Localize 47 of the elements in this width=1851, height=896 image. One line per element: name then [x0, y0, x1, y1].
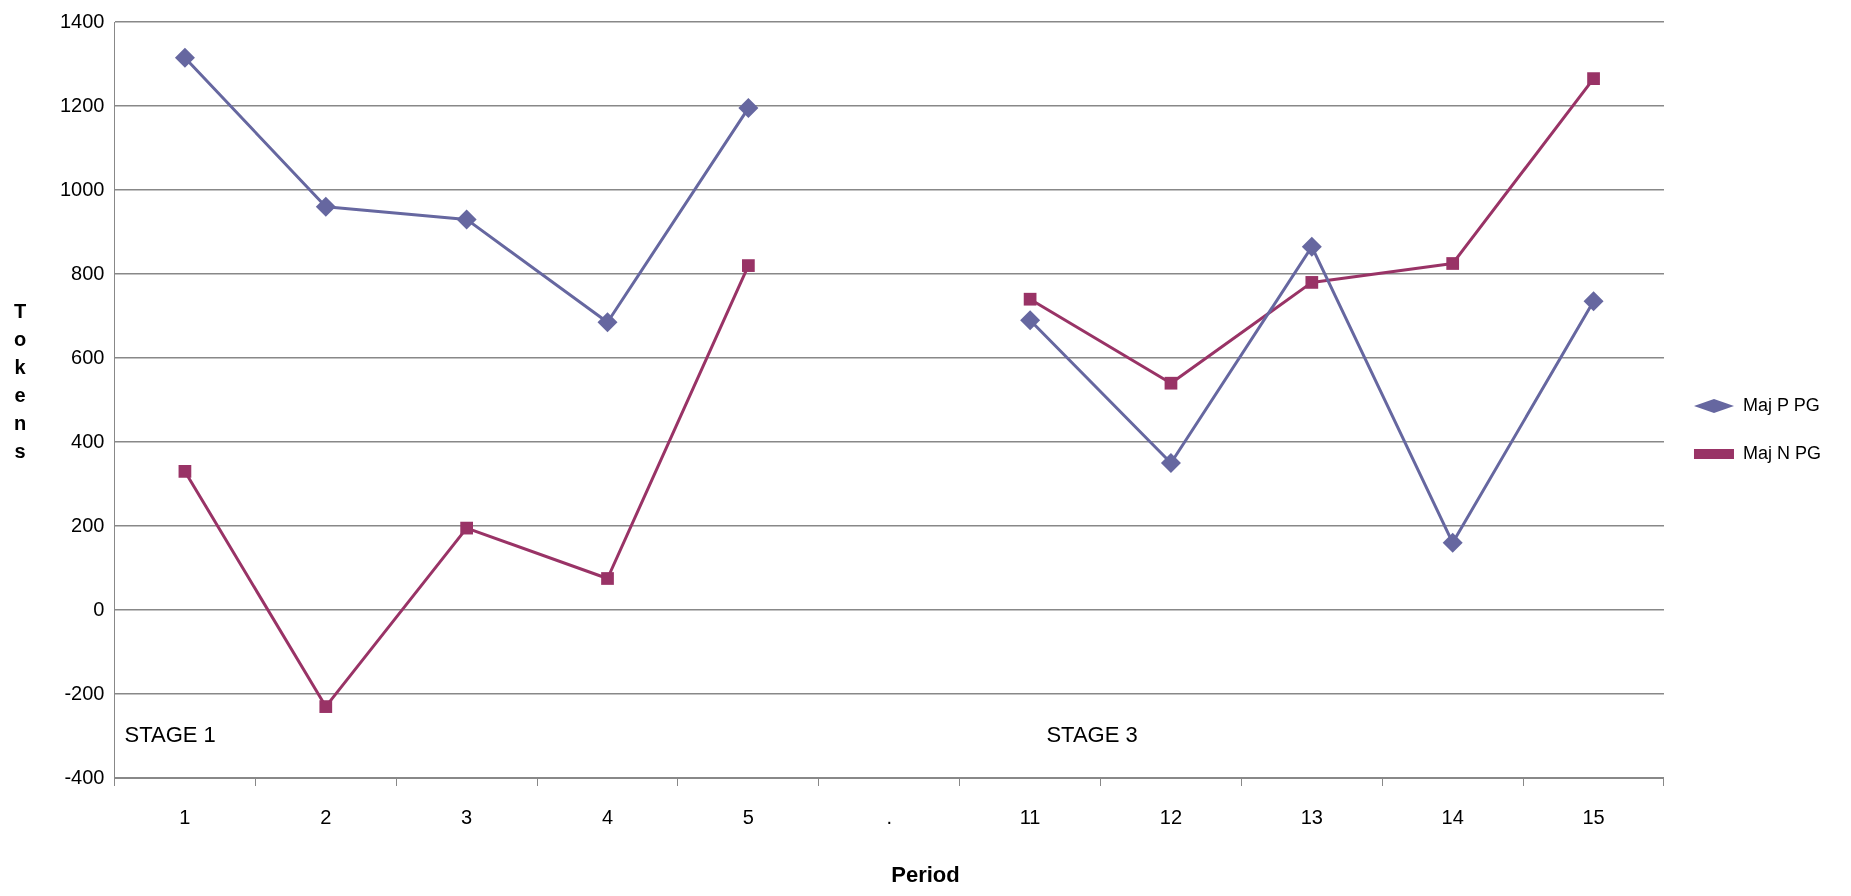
legend-label: Maj P PG	[1742, 394, 1820, 415]
x-tick-label: 15	[1582, 805, 1605, 828]
y-tick-label: 0	[93, 597, 105, 620]
x-tick-label: 3	[461, 805, 473, 828]
point	[1587, 72, 1600, 86]
point	[742, 259, 755, 272]
x-tick-label: 1	[179, 805, 191, 828]
y-tick-label: 600	[71, 345, 105, 368]
y-tick-label: 1000	[59, 177, 105, 200]
y-tick-label: -400	[64, 765, 105, 788]
legend-label: Maj N PG	[1742, 442, 1821, 463]
point	[1020, 310, 1041, 331]
point	[1160, 453, 1181, 473]
point	[174, 47, 195, 68]
point	[1023, 292, 1037, 306]
point	[597, 312, 618, 333]
point	[1305, 276, 1319, 289]
x-tick-label: .	[886, 805, 893, 828]
point	[1301, 236, 1322, 257]
point	[1583, 291, 1604, 312]
point	[1446, 257, 1460, 270]
annotation: STAGE 3	[1046, 722, 1138, 748]
point	[1164, 376, 1178, 390]
point	[456, 209, 477, 230]
point	[315, 196, 336, 217]
x-tick-label: 2	[320, 805, 332, 828]
annotation: STAGE 1	[124, 722, 216, 748]
x-tick-label: 4	[601, 805, 614, 828]
y-tick-label: 200	[71, 513, 105, 536]
point	[319, 700, 333, 713]
point	[460, 521, 474, 535]
point	[601, 572, 614, 585]
point	[1442, 532, 1463, 553]
y-tick-label: 400	[71, 429, 105, 452]
point	[178, 465, 192, 478]
x-axis-title: Period	[890, 862, 961, 888]
x-tick-label: 14	[1441, 805, 1464, 828]
y-tick-label: -200	[64, 681, 105, 704]
x-tick-label: 13	[1300, 805, 1323, 828]
y-tick-label: 1400	[59, 9, 105, 32]
x-tick-label: 5	[742, 805, 754, 828]
point	[738, 98, 759, 119]
y-axis-title: Tokens	[8, 300, 31, 470]
y-tick-label: 800	[71, 261, 105, 284]
x-tick-label: 11	[1019, 805, 1041, 828]
y-tick-label: 1200	[59, 93, 105, 116]
x-tick-label: 12	[1159, 805, 1183, 828]
